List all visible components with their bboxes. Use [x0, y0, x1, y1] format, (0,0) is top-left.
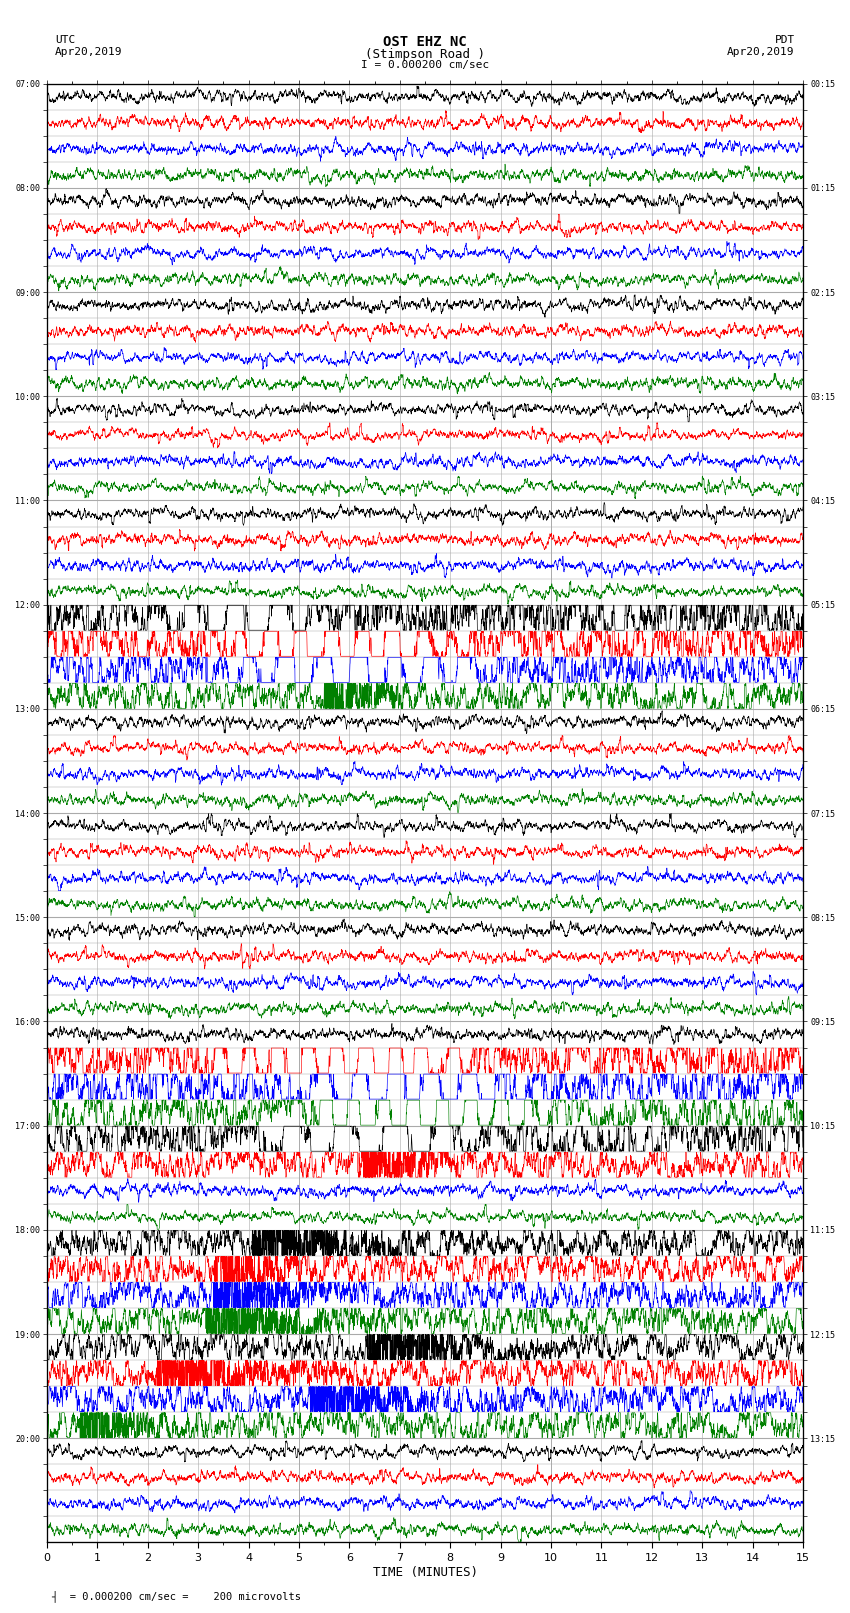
Text: OST EHZ NC: OST EHZ NC	[383, 35, 467, 50]
Text: ┤  = 0.000200 cm/sec =    200 microvolts: ┤ = 0.000200 cm/sec = 200 microvolts	[51, 1590, 301, 1602]
Text: I = 0.000200 cm/sec: I = 0.000200 cm/sec	[361, 60, 489, 69]
Text: PDT: PDT	[774, 35, 795, 45]
Text: Apr20,2019: Apr20,2019	[728, 47, 795, 56]
Text: UTC: UTC	[55, 35, 76, 45]
Text: Apr20,2019: Apr20,2019	[55, 47, 122, 56]
Text: (Stimpson Road ): (Stimpson Road )	[365, 48, 485, 61]
X-axis label: TIME (MINUTES): TIME (MINUTES)	[372, 1566, 478, 1579]
